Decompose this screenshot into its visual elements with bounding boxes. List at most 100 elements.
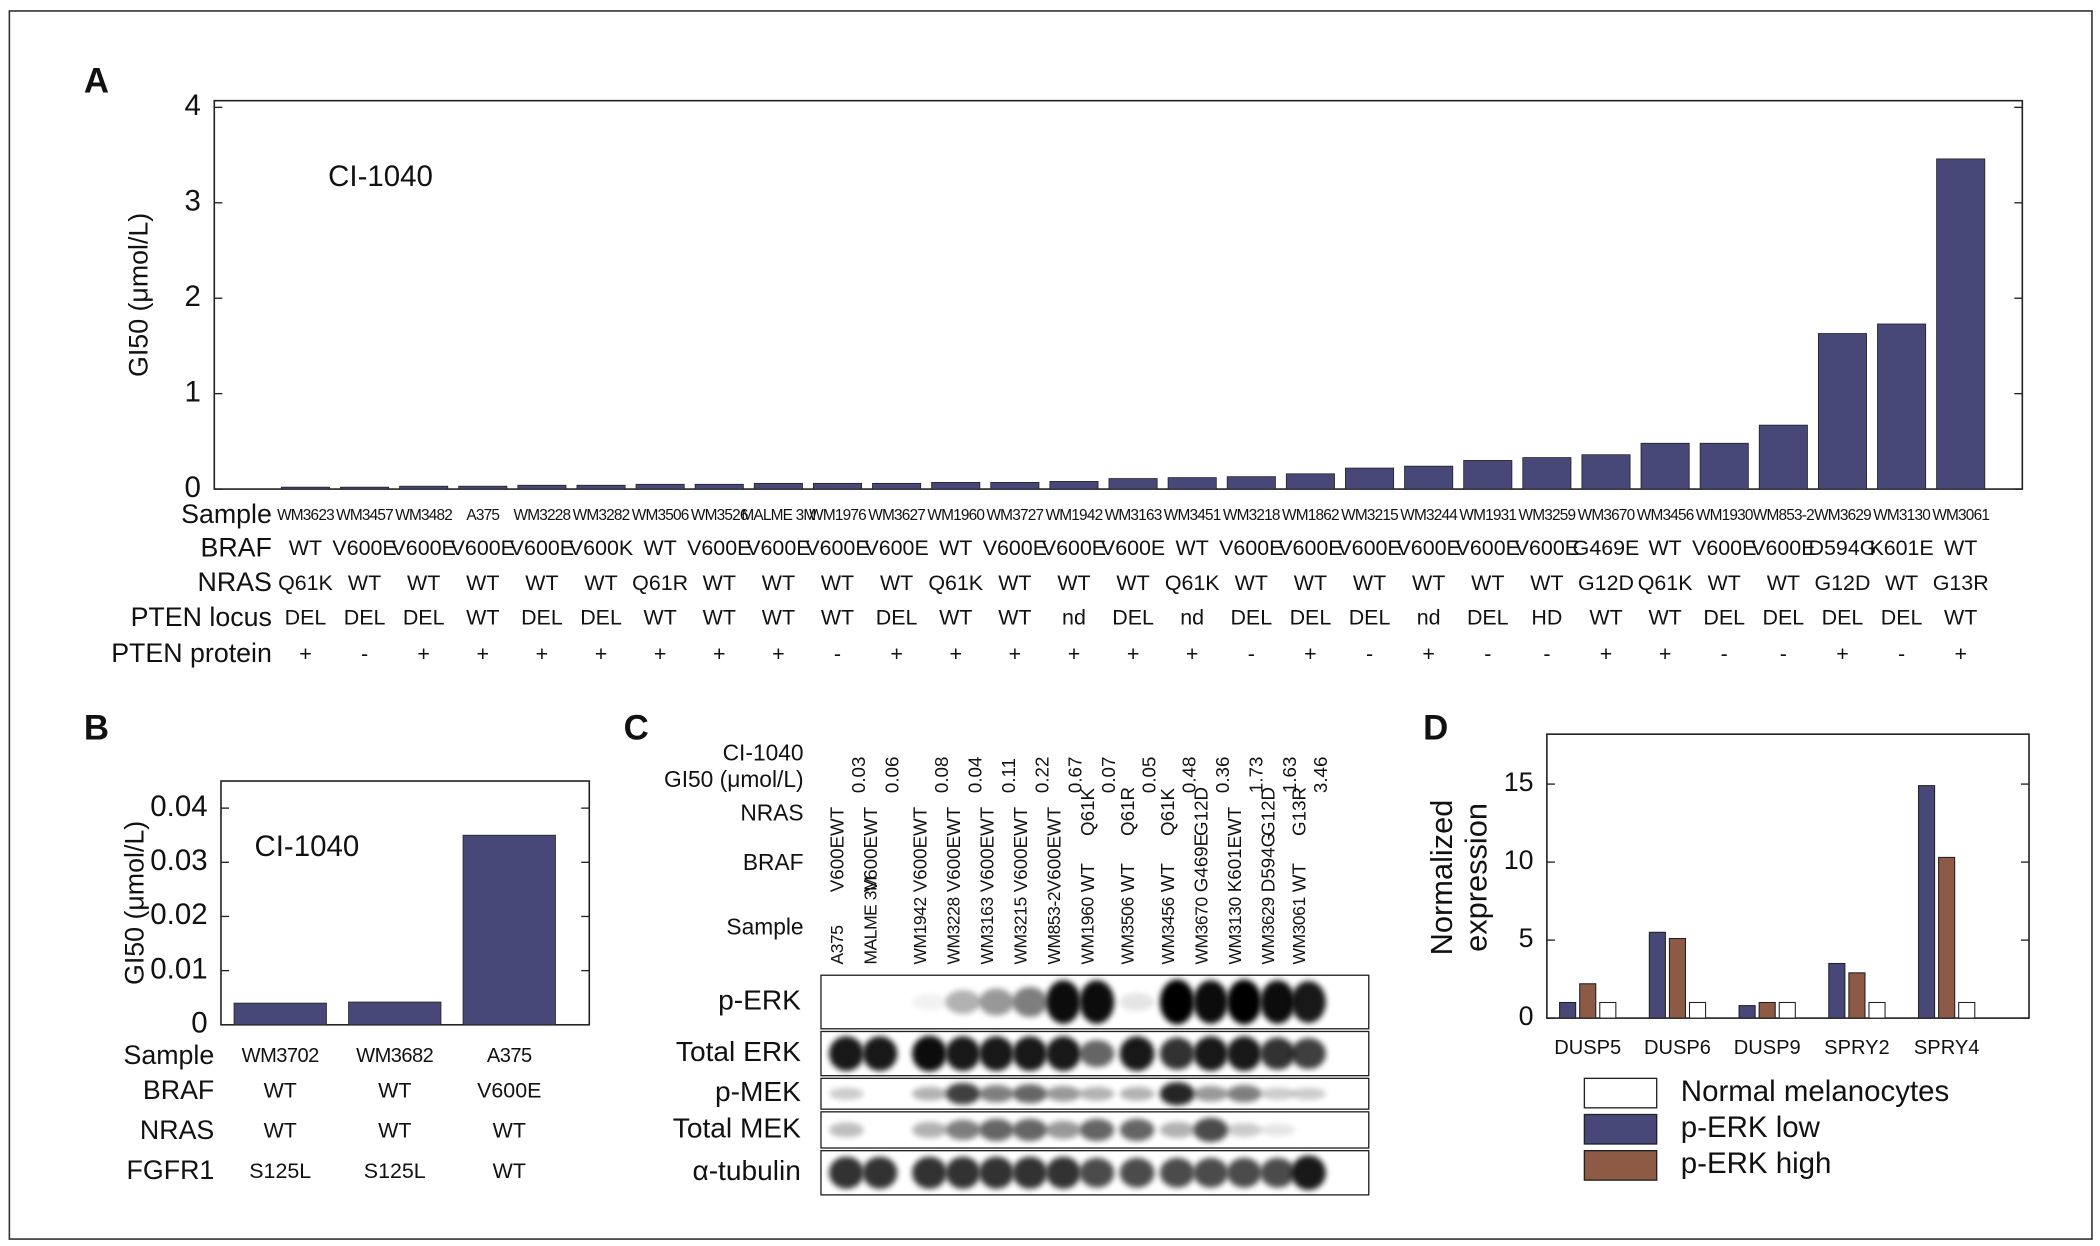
blot-label: Total ERK: [676, 1036, 801, 1067]
nras-status: WT: [826, 806, 847, 836]
panel-label: A: [84, 61, 109, 100]
blot-label: Total MEK: [673, 1112, 801, 1143]
sample-name: WM853-2: [1044, 892, 1064, 965]
blot-band: [1159, 1157, 1195, 1188]
gi50-value: 0.06: [881, 757, 902, 794]
blot-band: [1193, 1085, 1229, 1102]
nras-status: Q61K: [1077, 788, 1098, 836]
table-cell: DEL: [580, 606, 622, 630]
blot-label: p-MEK: [715, 1076, 801, 1107]
blot-band: [1119, 1086, 1155, 1101]
y-tick-label: 10: [1504, 845, 1534, 875]
row-label: Sample: [726, 913, 803, 939]
bar: [1522, 457, 1572, 490]
table-cell: DEL: [285, 606, 327, 630]
table-cell: WT: [407, 571, 440, 595]
legend-swatch: [1583, 1113, 1658, 1145]
table-cell: WT: [1471, 571, 1504, 595]
table-cell: WT: [1648, 606, 1681, 630]
table-cell: D594G: [1809, 536, 1877, 560]
blot-band: [829, 1156, 864, 1189]
sample-label: A375: [466, 507, 499, 524]
nras-status: WT: [860, 806, 881, 836]
blot-band: [1260, 1037, 1296, 1070]
blot-band: [979, 1118, 1014, 1142]
bar: [635, 483, 685, 490]
table-cell: -: [1721, 642, 1728, 666]
sample-name: WM1942: [910, 897, 930, 964]
y-tick-label: 5: [1519, 923, 1534, 953]
gi50-value: 1.73: [1246, 757, 1267, 794]
bar: [340, 486, 390, 490]
row-label: FGFR1: [127, 1155, 215, 1185]
blot-band: [1193, 1117, 1229, 1143]
blot-band: [1159, 979, 1195, 1025]
table-cell: DEL: [1467, 606, 1509, 630]
braf-status: V600E: [976, 836, 997, 892]
row-label: Sample: [181, 499, 272, 529]
table-cell: K601E: [1869, 536, 1933, 560]
row-label: PTEN protein: [111, 638, 272, 668]
blot-band: [1045, 1036, 1081, 1071]
table-cell: WT: [1648, 536, 1681, 560]
table-cell: DEL: [876, 606, 918, 630]
blot-band: [1079, 1118, 1115, 1142]
table-cell: S125L: [249, 1159, 311, 1183]
blot-band: [945, 1082, 981, 1105]
table-cell: WT: [1057, 571, 1090, 595]
bar: [1738, 1005, 1756, 1019]
table-cell: WT: [998, 606, 1031, 630]
panel-label: D: [1423, 708, 1448, 747]
table-cell: +: [536, 642, 549, 666]
blot-band: [912, 993, 947, 1011]
sample-label: WM3456: [1637, 507, 1694, 524]
sample-label: WM3259: [1519, 507, 1576, 524]
braf-status: WT: [1077, 862, 1098, 892]
table-cell: WT: [1116, 571, 1149, 595]
table-cell: G12D: [1578, 571, 1634, 595]
sample-name: WM1960: [1077, 897, 1097, 964]
blot-band: [1119, 993, 1155, 1012]
bar: [1699, 442, 1749, 490]
gi50-value: 0.22: [1031, 757, 1052, 794]
y-tick-label: 4: [185, 89, 201, 122]
table-cell: G469E: [1573, 536, 1640, 560]
table-cell: DEL: [1349, 606, 1391, 630]
bar: [1559, 1001, 1577, 1019]
table-cell: -: [1248, 642, 1255, 666]
row-label: Sample: [124, 1040, 215, 1070]
table-cell: +: [1186, 642, 1199, 666]
sample-label: WM3627: [868, 507, 925, 524]
table-cell: V600E: [1397, 536, 1461, 560]
table-cell: WT: [289, 536, 322, 560]
sample-label: WM1942: [1046, 507, 1103, 524]
blot-band: [829, 1122, 864, 1138]
bar: [1648, 931, 1666, 1019]
table-cell: +: [1127, 642, 1140, 666]
table-cell: V600E: [1101, 536, 1165, 560]
table-cell: V600E: [392, 536, 456, 560]
legend-label: p-ERK low: [1681, 1111, 1821, 1144]
bar: [1581, 454, 1631, 490]
y-tick-label: 0: [1519, 1001, 1534, 1031]
bar: [348, 1001, 442, 1026]
table-cell: WT: [1589, 606, 1622, 630]
table-cell: -: [1366, 642, 1373, 666]
table-cell: S125L: [364, 1159, 426, 1183]
bar: [1167, 477, 1217, 490]
table-cell: WT: [1235, 571, 1268, 595]
gi50-value: 0.48: [1179, 757, 1200, 794]
braf-status: K601E: [1224, 836, 1245, 892]
blot-band: [912, 1156, 947, 1189]
braf-status: WT: [1288, 862, 1309, 892]
gi50-value: 1.63: [1279, 757, 1300, 794]
sample-label: WM1931: [1459, 507, 1516, 524]
table-cell: -: [1484, 642, 1491, 666]
table-cell: WT: [1708, 571, 1741, 595]
bar: [1049, 481, 1099, 490]
bar: [1688, 1001, 1707, 1019]
row-label: BRAF: [743, 849, 804, 875]
sample-name: WM3228: [944, 897, 964, 964]
blot-band: [1291, 1038, 1326, 1070]
